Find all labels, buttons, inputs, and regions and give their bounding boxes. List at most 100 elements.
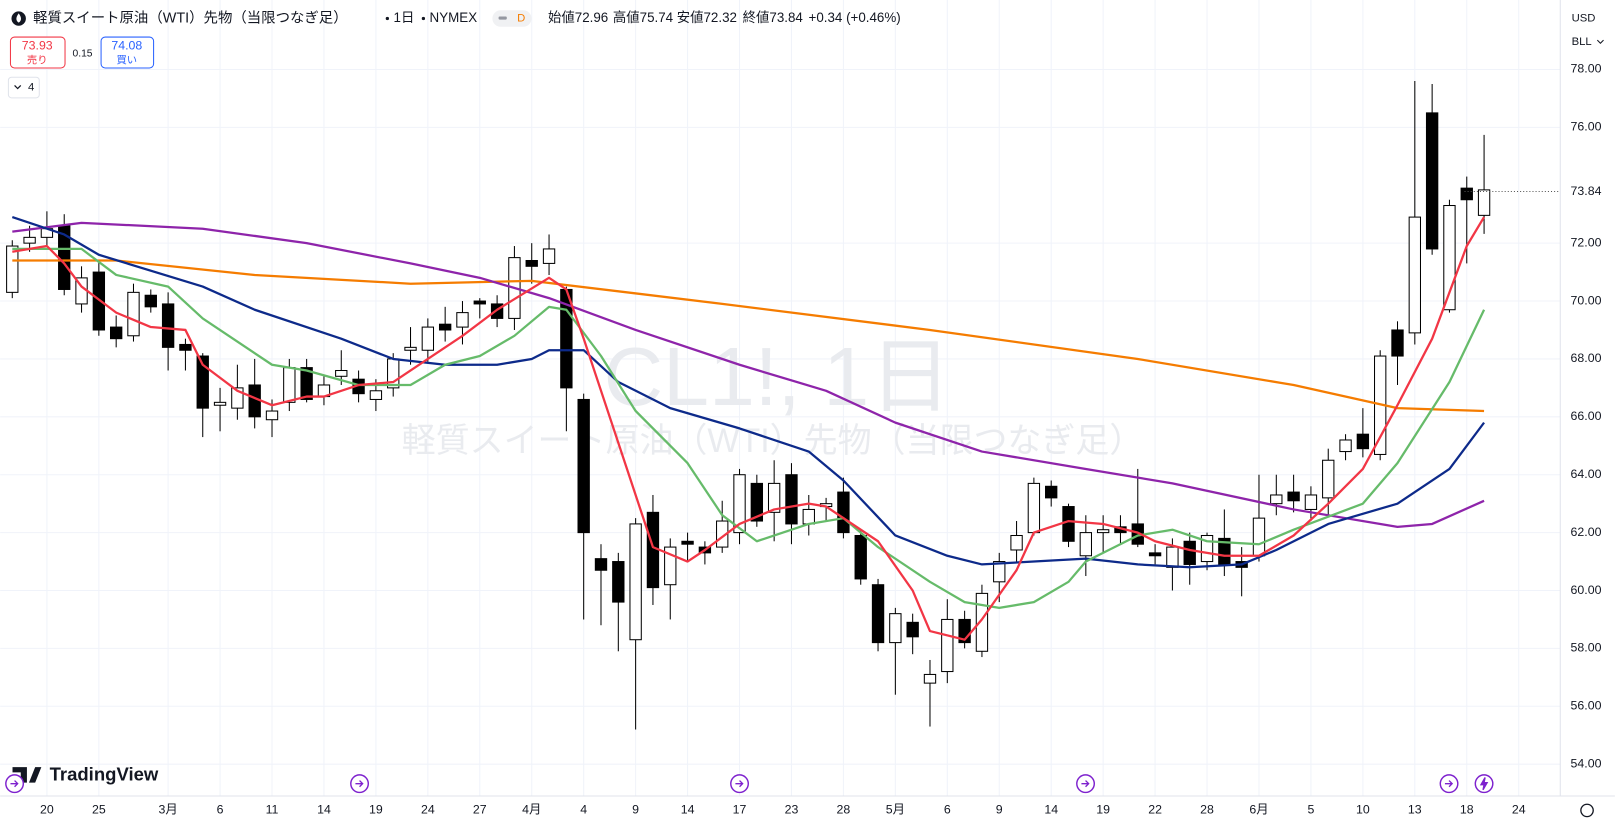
y-tick-label: 72.00 [1571, 235, 1602, 249]
y-tick-label: 64.00 [1571, 467, 1602, 481]
brand-logo [12, 767, 42, 783]
x-tick-label: 5月 [886, 803, 905, 817]
x-tick-label: 11 [266, 803, 279, 817]
buy-button[interactable] [100, 36, 155, 69]
candle-body [1460, 187, 1473, 201]
symbol-icon-drop [16, 13, 22, 23]
separator [385, 16, 389, 21]
price-axis: 54.00 56.00 58.00 60.00 62.00 64.00 66.00 68.00… [1571, 62, 1602, 771]
candle-body [1096, 529, 1110, 534]
x-tick-label: 9 [996, 803, 1003, 817]
candle-body [1010, 534, 1023, 551]
candle-body [127, 291, 140, 337]
candle-body [802, 508, 815, 525]
high-label: 高値 [613, 9, 640, 25]
buy-price: 74.08 [111, 39, 142, 53]
close-label: 終値 [743, 10, 770, 25]
x-tick-label: 14 [681, 803, 695, 817]
candle-body [421, 326, 435, 351]
candle-body [109, 326, 123, 340]
currency[interactable]: USD [1572, 13, 1596, 25]
spread: 0.15 [73, 48, 93, 59]
y-tick-label: 56.00 [1571, 699, 1602, 713]
x-tick-label: 9 [632, 803, 639, 817]
open-value: 72.96 [575, 10, 608, 25]
chevron [14, 85, 22, 90]
moving-average [12, 216, 1486, 641]
candle-body [1166, 546, 1179, 568]
x-tick-label: 20 [40, 803, 54, 817]
status-dash [498, 16, 507, 20]
last-price-badge [1562, 182, 1610, 201]
candle-body [1062, 506, 1075, 542]
settings-icon[interactable] [1580, 803, 1594, 818]
interval[interactable]: 1日 [394, 10, 415, 25]
x-tick-label: 5 [1307, 803, 1314, 817]
candle-body [473, 300, 486, 305]
event-glyph [1479, 777, 1489, 791]
y-tick-label: 70.00 [1571, 293, 1602, 307]
candle-body [958, 618, 971, 644]
candle-body [265, 410, 279, 421]
grid [0, 0, 1561, 797]
candle-body [1443, 205, 1456, 311]
indicators-toggle[interactable] [7, 76, 40, 99]
moving-average [12, 259, 1485, 413]
candle-body [750, 482, 764, 522]
sell-price: 73.93 [22, 39, 53, 53]
x-tick-label: 28 [837, 803, 851, 817]
x-tick-label: 14 [1044, 803, 1058, 817]
candle-body [438, 323, 452, 331]
candle-body [1200, 534, 1214, 563]
y-tick-label: 68.00 [1571, 351, 1602, 365]
low-label: 安値 [677, 10, 704, 25]
x-tick-label: 3月 [159, 803, 178, 817]
candle-body [975, 592, 989, 652]
candle-body [404, 346, 417, 351]
symbol-title[interactable]: 軽質スイート原油（WTI）先物（当限つなぎ足） [33, 8, 348, 26]
candle-body [161, 303, 175, 348]
x-tick-label: 17 [733, 803, 747, 817]
candle-body [1425, 112, 1439, 250]
y-tick-label: 66.00 [1571, 409, 1602, 423]
candle-body [92, 271, 106, 331]
candle-body [1270, 494, 1283, 505]
y-tick-label: 76.00 [1571, 120, 1602, 134]
plot [6, 81, 1491, 730]
x-tick-label: 22 [1148, 803, 1162, 817]
y-tick-label: 78.00 [1571, 62, 1602, 76]
events [5, 774, 1494, 794]
candle-body [144, 294, 157, 308]
candle-body [664, 546, 677, 586]
candle-body [1391, 329, 1404, 357]
x-tick-label: 28 [1200, 803, 1214, 817]
sell-label: 売り [27, 53, 48, 66]
candle-body [456, 312, 469, 328]
candle-body [542, 248, 556, 264]
candle-body [594, 558, 608, 571]
candle-body [577, 398, 590, 534]
event-glyph [355, 780, 364, 788]
buy-label: 買い [117, 54, 138, 66]
candle-body [681, 540, 694, 545]
moving-average [12, 247, 1486, 610]
candle-body [283, 367, 296, 403]
status-badge[interactable] [492, 10, 532, 27]
moving-average [11, 216, 1485, 569]
candle-body [906, 621, 919, 638]
y-tick-label: 60.00 [1571, 583, 1602, 597]
last-price-label: 73.84 [1571, 184, 1602, 198]
event-glyph [1081, 780, 1090, 788]
candle-body [1339, 439, 1352, 453]
x-tick-label: 10 [1356, 803, 1370, 817]
x-tick-label: 6 [944, 803, 951, 817]
open-label: 始値 [548, 10, 575, 25]
x-tick-label: 4 [580, 803, 587, 817]
x-tick-label: 25 [92, 803, 106, 817]
candle-body [369, 390, 383, 400]
brand[interactable]: TradingView [50, 763, 159, 784]
sell-button[interactable] [9, 36, 66, 69]
change: +0.34 (+0.46%) [809, 10, 901, 25]
x-tick-label: 6 [217, 803, 224, 817]
unit[interactable]: BLL [1572, 36, 1592, 48]
